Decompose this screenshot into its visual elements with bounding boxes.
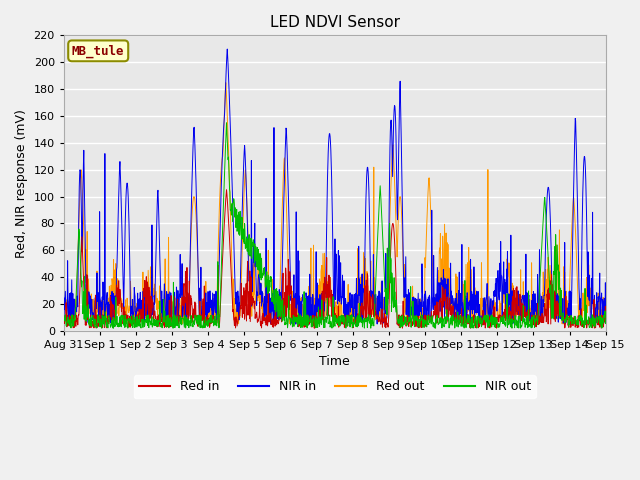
Y-axis label: Red, NIR response (mV): Red, NIR response (mV) [15,108,28,258]
X-axis label: Time: Time [319,355,350,369]
Title: LED NDVI Sensor: LED NDVI Sensor [270,15,400,30]
Legend: Red in, NIR in, Red out, NIR out: Red in, NIR in, Red out, NIR out [134,375,536,398]
Text: MB_tule: MB_tule [72,44,124,58]
